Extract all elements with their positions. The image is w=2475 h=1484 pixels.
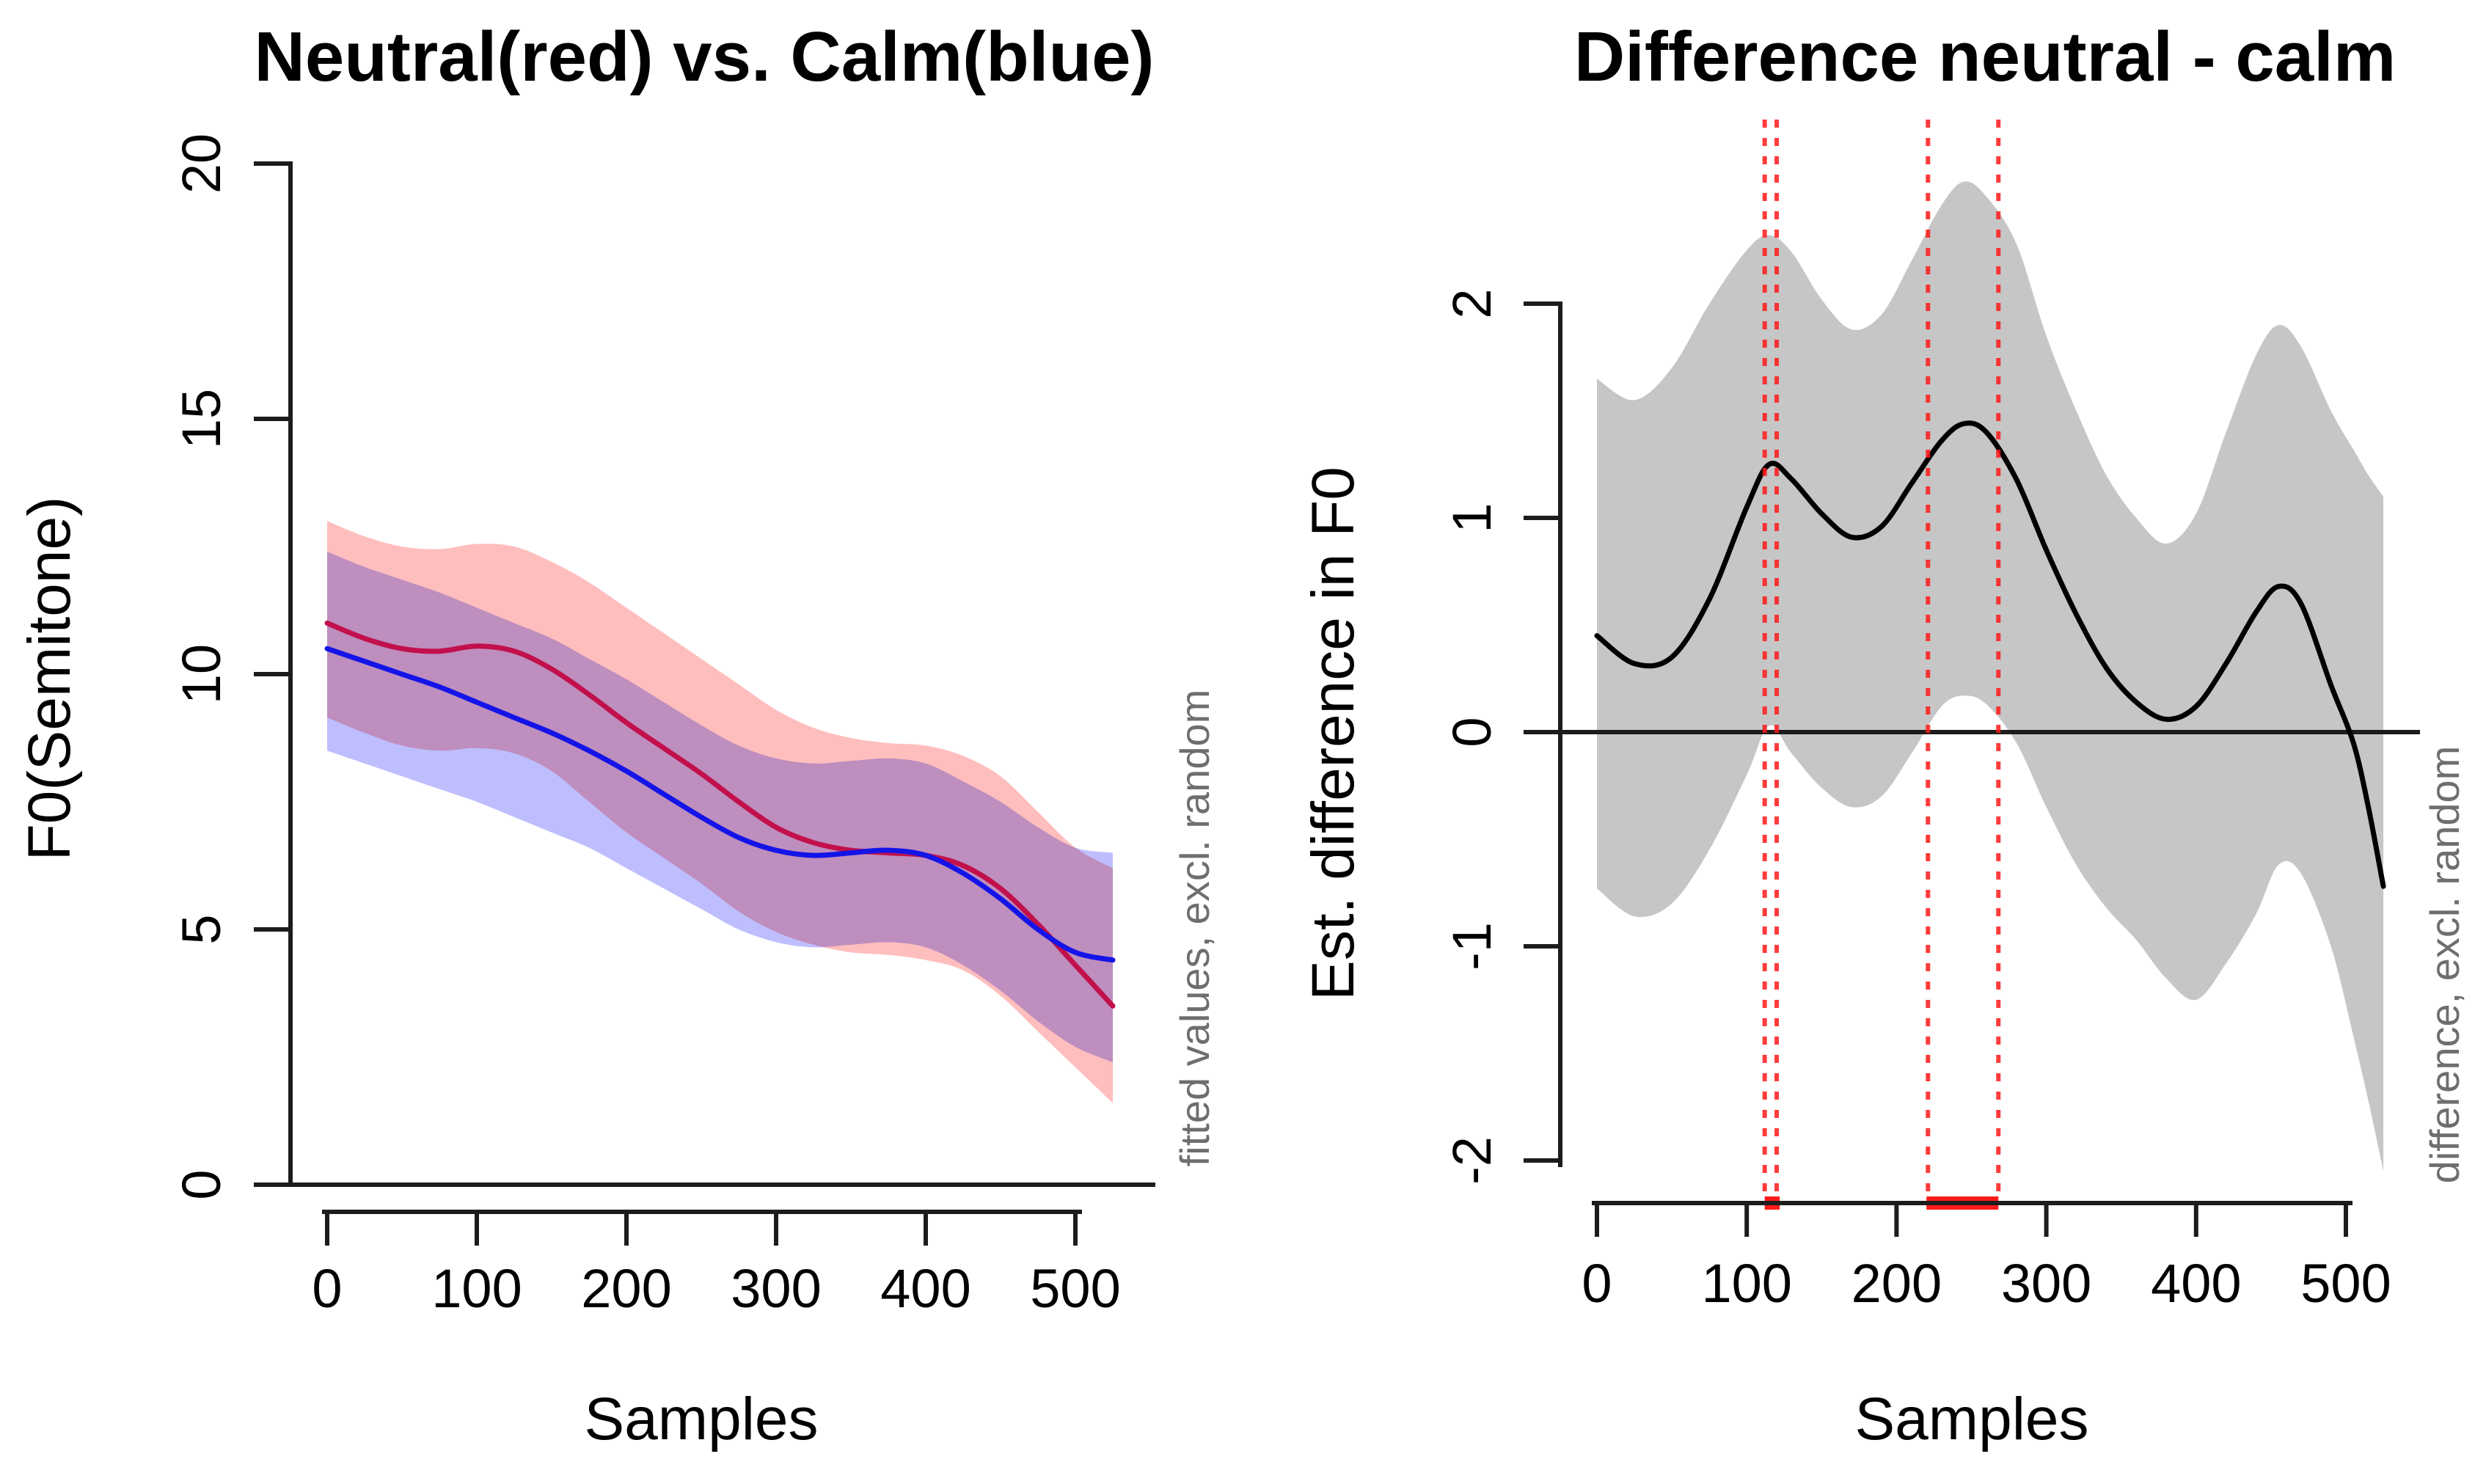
right-difference-curve [1594, 420, 2386, 889]
right-panel-title: Difference neutral - calm [1574, 18, 2396, 96]
left-x-tick-label: 300 [731, 1258, 821, 1319]
left-y-tick-label: 20 [171, 134, 232, 194]
left-confidence-bands [327, 521, 1113, 1103]
right-y-tick-label: 1 [1441, 502, 1502, 533]
right-y-tick-label: 2 [1441, 288, 1502, 318]
right-side-note: difference, excl. random [2421, 746, 2468, 1184]
left-y-tick-label: 10 [171, 644, 232, 704]
left-x-tick-label: 400 [880, 1258, 970, 1319]
calm-smooth-curve [324, 646, 1116, 963]
right-x-tick-label: 300 [2001, 1253, 2091, 1314]
right-panel: Difference neutral - calm -2 -1 0 1 2 0 100 200… [1300, 18, 2468, 1452]
right-x-tick-label: 200 [1851, 1253, 1942, 1314]
difference-confidence-band [1597, 181, 2384, 1172]
right-x-tick-label: 400 [2151, 1253, 2241, 1314]
left-y-axis-title: F0(Semitone) [16, 497, 83, 861]
left-y-tick-label: 15 [171, 389, 232, 449]
right-x-tick-label: 0 [1582, 1253, 1612, 1314]
left-panel-title: Neutral(red) vs. Calm(blue) [255, 18, 1155, 96]
left-x-axis-title: Samples [584, 1386, 818, 1452]
left-x-tick-label: 200 [581, 1258, 671, 1319]
right-x-tick-label: 500 [2300, 1253, 2391, 1314]
right-x-axis-title: Samples [1854, 1386, 2088, 1452]
right-y-tick-label: -2 [1441, 1136, 1502, 1185]
left-x-tick-label: 100 [431, 1258, 522, 1319]
right-y-axis-title: Est. difference in F0 [1300, 467, 1367, 1001]
left-x-tick-label: 0 [312, 1258, 342, 1319]
difference-curve [1594, 420, 2386, 889]
neutral-smooth-curve [324, 620, 1116, 1009]
right-x-tick-label: 100 [1701, 1253, 1791, 1314]
left-x-tick-label: 500 [1030, 1258, 1120, 1319]
right-confidence-band [1597, 181, 2384, 1172]
left-smooth-curves [324, 620, 1116, 1009]
left-side-note: fitted values, excl. random [1171, 690, 1218, 1167]
left-y-tick-label: 0 [171, 1169, 232, 1199]
left-y-tick-label: 5 [171, 914, 232, 944]
right-axes: -2 -1 0 1 2 0 100 200 300 400 500 [1441, 288, 2391, 1314]
right-y-tick-label: -1 [1441, 922, 1502, 971]
calm-confidence-band [327, 551, 1113, 1062]
right-y-tick-label: 0 [1441, 717, 1502, 747]
